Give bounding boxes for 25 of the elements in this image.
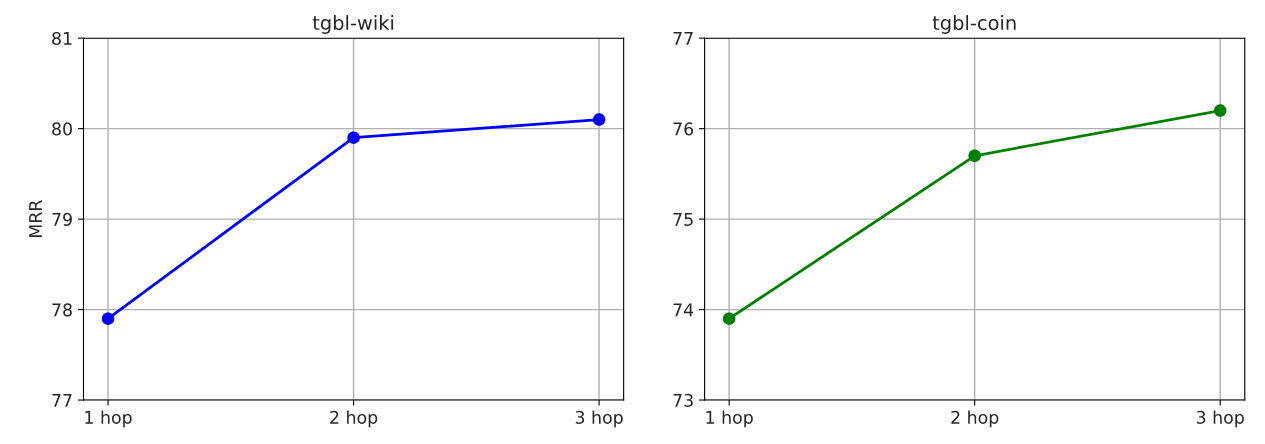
x-tick-label: 3 hop <box>575 410 623 428</box>
y-tick-label: 78 <box>52 303 72 317</box>
x-tick-label: 1 hop <box>85 410 132 428</box>
point <box>347 131 360 144</box>
y-tick-label: 74 <box>673 303 694 317</box>
point <box>968 149 981 163</box>
y-tick-label: 81 <box>52 31 72 46</box>
point <box>101 312 115 325</box>
y-tick-label: 79 <box>52 212 72 226</box>
chart-title: tgbl-wiki <box>312 15 394 34</box>
y-tick-label: 77 <box>52 393 72 407</box>
x-tick-label: 1 hop <box>706 410 753 428</box>
y-tick-label: 73 <box>673 393 693 407</box>
point <box>1213 104 1227 117</box>
y-tick-label: 80 <box>52 122 72 136</box>
point <box>722 312 736 325</box>
point <box>592 113 606 126</box>
chart-title: tgbl-coin <box>932 15 1016 34</box>
y-tick-label: 76 <box>673 122 694 136</box>
x-tick-label: 3 hop <box>1196 410 1244 428</box>
x-tick-label: 2 hop <box>951 410 999 428</box>
x-tick-label: 2 hop <box>330 410 378 428</box>
y-tick-label: 75 <box>673 213 693 226</box>
y-tick-label: 77 <box>673 32 693 45</box>
y-axis-title: MRR <box>29 200 42 237</box>
